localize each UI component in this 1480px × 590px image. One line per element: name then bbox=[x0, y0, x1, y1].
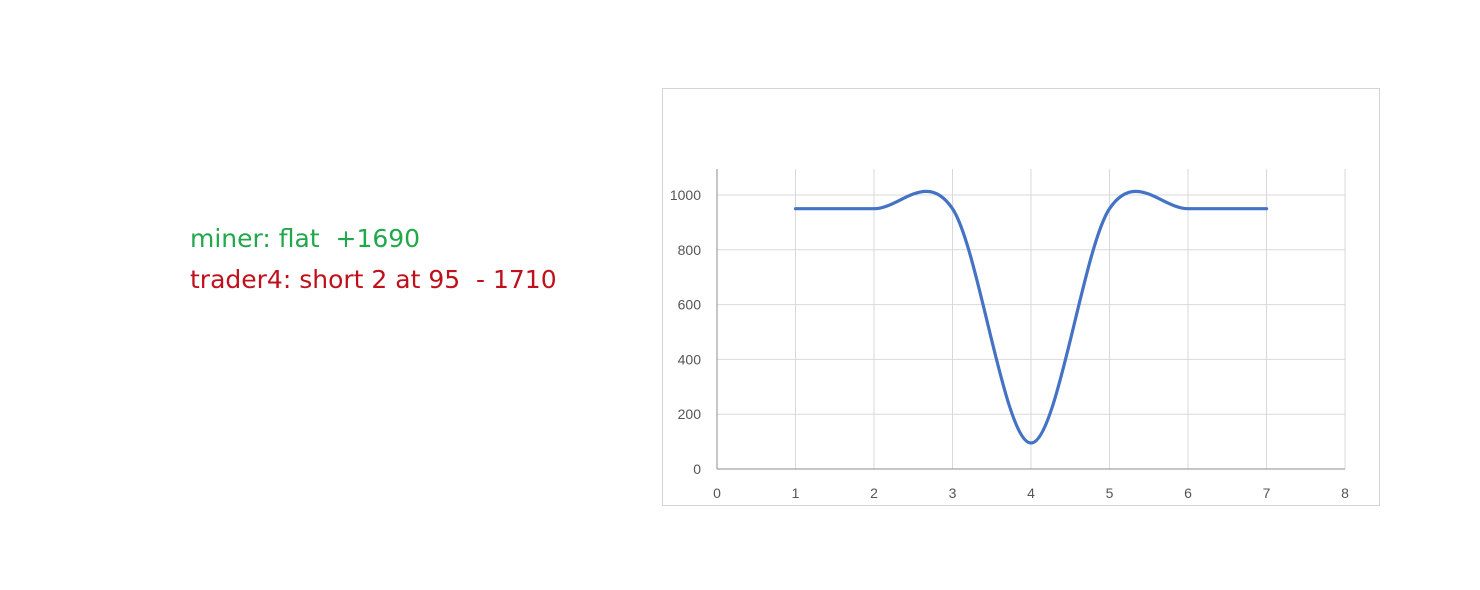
x-tick-label: 3 bbox=[949, 485, 957, 501]
x-tick-label: 7 bbox=[1263, 485, 1271, 501]
axes bbox=[716, 169, 1345, 470]
grid-lines bbox=[717, 169, 1346, 469]
y-tick-label: 600 bbox=[678, 297, 702, 313]
note-miner: miner: flat +1690 bbox=[190, 224, 421, 253]
y-tick-label: 1000 bbox=[670, 187, 701, 203]
notes-panel: miner: flat +1690 trader4: short 2 at 95… bbox=[190, 218, 557, 300]
x-tick-label: 2 bbox=[870, 485, 878, 501]
x-tick-label: 4 bbox=[1027, 485, 1035, 501]
x-tick-label: 5 bbox=[1106, 485, 1114, 501]
x-tick-label: 1 bbox=[792, 485, 800, 501]
series-line-0 bbox=[793, 189, 1269, 445]
y-tick-label: 0 bbox=[693, 461, 701, 477]
y-tick-label: 400 bbox=[678, 351, 702, 367]
series-layer bbox=[793, 189, 1269, 445]
tick-labels: 0 1 2 3 4 5 6 7 8 0 200 400 600 800 1000 bbox=[670, 187, 1349, 501]
x-tick-label: 8 bbox=[1341, 485, 1349, 501]
chart-frame: 0 1 2 3 4 5 6 7 8 0 200 400 600 800 1000 bbox=[662, 88, 1380, 506]
y-tick-label: 800 bbox=[678, 242, 702, 258]
line-chart: 0 1 2 3 4 5 6 7 8 0 200 400 600 800 1000 bbox=[670, 169, 1349, 501]
y-tick-label: 200 bbox=[678, 406, 702, 422]
x-tick-label: 6 bbox=[1184, 485, 1192, 501]
x-tick-label: 0 bbox=[713, 485, 721, 501]
note-trader: trader4: short 2 at 95 - 1710 bbox=[190, 265, 557, 294]
